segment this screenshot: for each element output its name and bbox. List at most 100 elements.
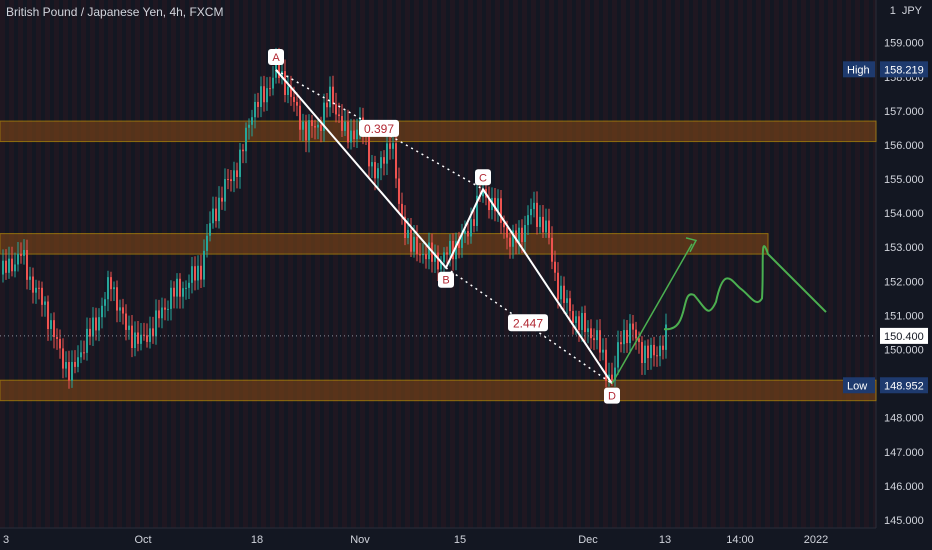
candle-body: [503, 222, 505, 228]
x-tick-label: Oct: [134, 534, 151, 546]
point-label-B: B: [442, 275, 449, 287]
candle-body: [632, 323, 634, 330]
candle-body: [176, 278, 178, 297]
candle-body: [551, 237, 553, 262]
candle-body: [338, 114, 340, 117]
candle-body: [278, 59, 280, 79]
bg-stripe: [621, 0, 626, 528]
candle-body: [275, 59, 277, 78]
bg-stripe: [171, 0, 176, 528]
candle-body: [179, 278, 181, 297]
candle-body: [236, 170, 238, 177]
bg-stripe: [774, 0, 779, 528]
y-tick-label: 159.000: [884, 38, 924, 50]
bg-stripe: [279, 0, 284, 528]
bg-stripe: [630, 0, 635, 528]
candle-body: [353, 130, 355, 140]
candle-body: [497, 198, 499, 212]
candle-body: [569, 298, 571, 312]
candle-body: [437, 252, 439, 270]
point-label-C: C: [479, 172, 487, 184]
candle-body: [584, 312, 586, 333]
candle-body: [368, 134, 370, 167]
bg-stripe: [63, 0, 68, 528]
candle-body: [554, 261, 556, 273]
candle-body: [524, 225, 526, 242]
price-badge: [880, 327, 928, 344]
candle-body: [5, 260, 7, 273]
y-tick-label: 155.000: [884, 174, 924, 186]
marker-low-tag: [843, 377, 875, 394]
candle-body: [482, 188, 484, 197]
bg-stripe: [180, 0, 185, 528]
candle-body: [59, 338, 61, 349]
candle-body: [203, 250, 205, 280]
candle-body: [302, 121, 304, 130]
candle-body: [341, 116, 343, 131]
candle-body: [56, 337, 58, 339]
candle-body: [530, 209, 532, 216]
candle-body: [572, 311, 574, 323]
bg-stripe: [306, 0, 311, 528]
bg-stripe: [342, 0, 347, 528]
candle-body: [455, 241, 457, 260]
candle-body: [398, 178, 400, 204]
candle-body: [32, 276, 34, 293]
candle-body: [26, 250, 28, 280]
candle-body: [407, 229, 409, 239]
bg-stripe: [414, 0, 419, 528]
bg-stripe: [378, 0, 383, 528]
candle-body: [113, 287, 115, 290]
bg-stripe: [594, 0, 599, 528]
candle-body: [140, 334, 142, 344]
abcd-pattern-line: [275, 69, 613, 385]
bg-stripe: [513, 0, 518, 528]
ac-dotted-line: [275, 69, 484, 190]
candle-body: [473, 219, 475, 226]
bg-stripe: [747, 0, 752, 528]
candle-body: [476, 195, 478, 226]
candle-body: [215, 208, 217, 222]
price-badge-value: 158.219: [884, 64, 924, 76]
price-badge-value: 150.400: [884, 331, 924, 343]
candle-body: [581, 312, 583, 330]
candle-body: [566, 298, 568, 303]
candle-body: [515, 230, 517, 243]
candle-body: [209, 223, 211, 236]
marker-high-tag: [843, 61, 875, 78]
candle-body: [149, 328, 151, 342]
candle-body: [77, 357, 79, 367]
candle-body: [434, 252, 436, 262]
candle-body: [248, 124, 250, 128]
candle-body: [401, 203, 403, 217]
bg-stripe: [36, 0, 41, 528]
y-tick-label: 152.000: [884, 276, 924, 288]
candle-body: [92, 317, 94, 337]
candle-body: [218, 197, 220, 222]
bg-stripe: [486, 0, 491, 528]
price-badge: [880, 377, 928, 394]
bg-stripe: [504, 0, 509, 528]
bg-stripe: [81, 0, 86, 528]
y-tick-label: 146.000: [884, 481, 924, 493]
bg-stripe: [288, 0, 293, 528]
candle-body: [260, 86, 262, 107]
candle-body: [329, 86, 331, 108]
forecast-wave: [663, 245, 827, 331]
y-tick-label: 157.000: [884, 106, 924, 118]
bg-stripe: [234, 0, 239, 528]
bg-stripe: [351, 0, 356, 528]
candle-body: [83, 352, 85, 354]
candle-body: [104, 299, 106, 306]
price-axis-bg: [876, 0, 932, 550]
candle-body: [167, 308, 169, 310]
candle-body: [41, 287, 43, 305]
candle-body: [377, 168, 379, 179]
candle-body: [371, 162, 373, 167]
candle-body: [605, 349, 607, 381]
currency-label[interactable]: 1 JPY: [890, 5, 922, 17]
bg-stripe: [27, 0, 32, 528]
bg-stripe: [108, 0, 113, 528]
candle-body: [575, 316, 577, 323]
